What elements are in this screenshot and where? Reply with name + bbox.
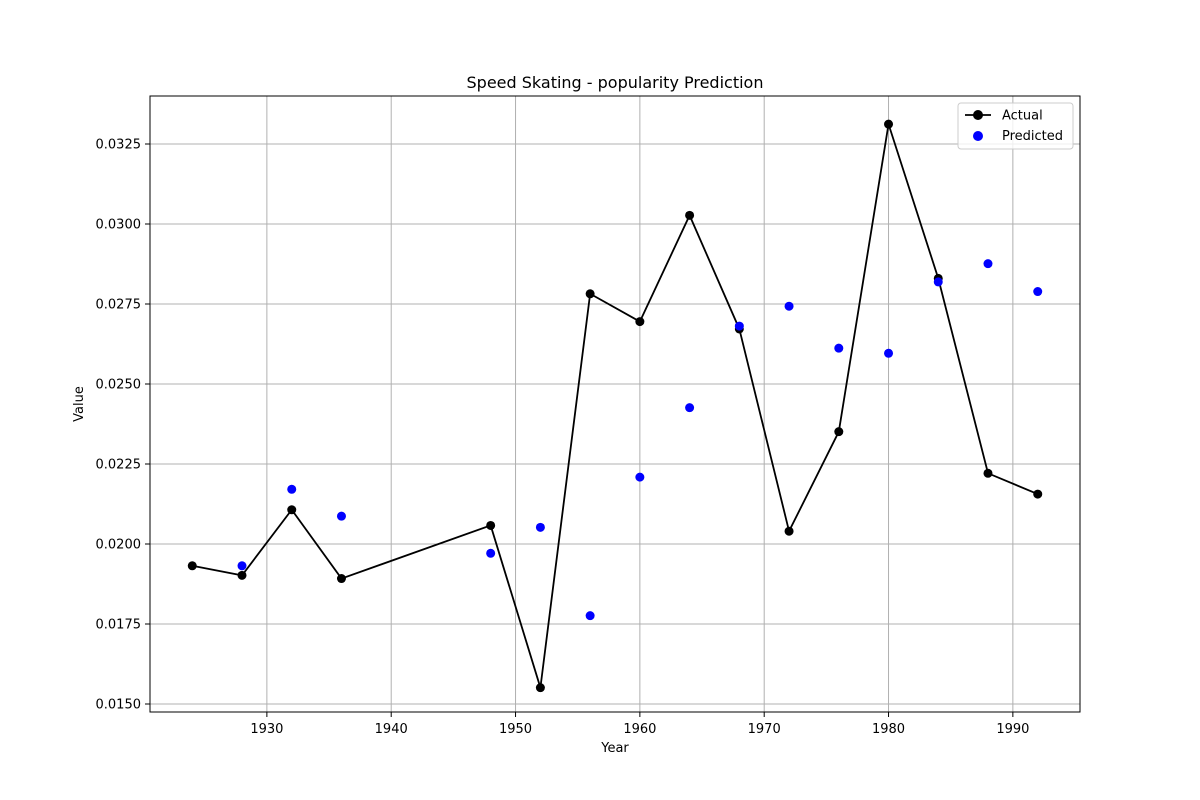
predicted-point (933, 277, 943, 287)
y-tick-label: 0.0325 (96, 138, 142, 153)
actual-point (287, 505, 297, 515)
actual-point (187, 561, 197, 571)
x-tick-label: 1950 (499, 722, 532, 737)
y-tick-label: 0.0225 (96, 458, 142, 473)
actual-point (834, 427, 844, 437)
actual-point (784, 526, 794, 536)
plot-frame (149, 95, 1081, 713)
x-tick-label: 1980 (872, 722, 905, 737)
actual-point (1033, 489, 1043, 499)
predicted-point (486, 548, 496, 558)
actual-point (884, 119, 894, 129)
predicted-point (983, 259, 993, 269)
actual-point (983, 468, 993, 478)
legend-actual-label: Actual (1002, 109, 1043, 124)
actual-point (635, 317, 645, 327)
predicted-point (336, 511, 346, 521)
x-tick-label: 1960 (623, 722, 656, 737)
legend-actual-marker (973, 110, 983, 120)
legend-predicted-marker (973, 131, 983, 141)
x-tick-label: 1970 (748, 722, 781, 737)
predicted-point (535, 522, 545, 532)
y-tick-label: 0.0175 (96, 618, 142, 633)
predicted-point (685, 403, 695, 413)
predicted-point (287, 484, 297, 494)
actual-point (685, 210, 695, 220)
x-tick-label: 1930 (250, 722, 283, 737)
actual-point (237, 570, 247, 580)
predicted-point (237, 561, 247, 571)
predicted-point (884, 348, 894, 358)
y-tick-label: 0.0200 (96, 538, 142, 553)
y-tick-label: 0.0250 (96, 378, 142, 393)
y-axis-label: Value (72, 386, 87, 422)
predicted-point (784, 301, 794, 311)
actual-point (486, 520, 496, 530)
chart-title: Speed Skating - popularity Prediction (467, 73, 764, 92)
y-tick-label: 0.0150 (96, 698, 142, 713)
plot-area (187, 119, 1043, 693)
grid (150, 96, 1080, 712)
actual-line (192, 123, 1039, 688)
predicted-point (1033, 287, 1043, 297)
predicted-point (834, 343, 844, 353)
y-tick-label: 0.0275 (96, 298, 142, 313)
predicted-point (635, 472, 645, 482)
legend-predicted-label: Predicted (1002, 129, 1063, 144)
legend: Actual Predicted (957, 102, 1074, 150)
x-tick-label: 1990 (996, 722, 1029, 737)
actual-point (585, 289, 595, 299)
x-axis-label: Year (600, 741, 629, 756)
x-tick-label: 1940 (375, 722, 408, 737)
axis-ticks: 1930 1940 1950 1960 1970 1980 1990 0.0150 0.0175… (96, 138, 1030, 738)
y-tick-label: 0.0300 (96, 218, 142, 233)
actual-point (336, 574, 346, 584)
predicted-point (734, 321, 744, 331)
actual-point (535, 683, 545, 693)
predicted-point (585, 611, 595, 621)
